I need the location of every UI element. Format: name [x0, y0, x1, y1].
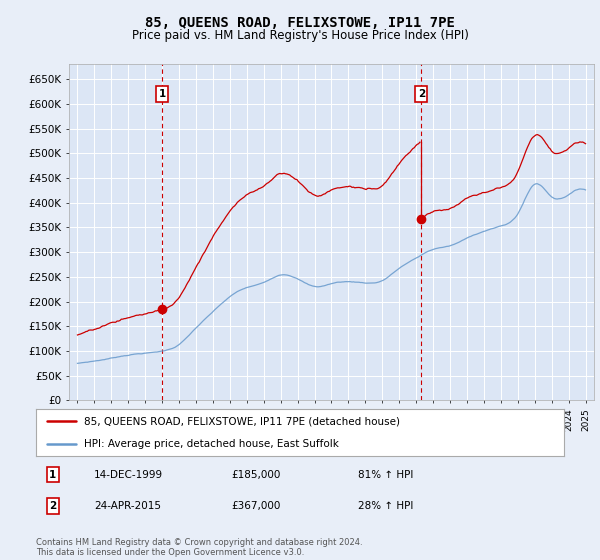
- Text: Price paid vs. HM Land Registry's House Price Index (HPI): Price paid vs. HM Land Registry's House …: [131, 29, 469, 42]
- Text: 14-DEC-1999: 14-DEC-1999: [94, 470, 163, 479]
- Text: Contains HM Land Registry data © Crown copyright and database right 2024.
This d: Contains HM Land Registry data © Crown c…: [36, 538, 362, 557]
- Text: 28% ↑ HPI: 28% ↑ HPI: [358, 501, 413, 511]
- Text: 85, QUEENS ROAD, FELIXSTOWE, IP11 7PE: 85, QUEENS ROAD, FELIXSTOWE, IP11 7PE: [145, 16, 455, 30]
- Text: £185,000: £185,000: [232, 470, 281, 479]
- Text: 85, QUEENS ROAD, FELIXSTOWE, IP11 7PE (detached house): 85, QUEENS ROAD, FELIXSTOWE, IP11 7PE (d…: [83, 416, 400, 426]
- Text: 2: 2: [418, 89, 425, 99]
- Text: £367,000: £367,000: [232, 501, 281, 511]
- Text: HPI: Average price, detached house, East Suffolk: HPI: Average price, detached house, East…: [83, 438, 338, 449]
- Text: 1: 1: [158, 89, 166, 99]
- Text: 24-APR-2015: 24-APR-2015: [94, 501, 161, 511]
- Text: 81% ↑ HPI: 81% ↑ HPI: [358, 470, 413, 479]
- Text: 1: 1: [49, 470, 56, 479]
- Text: 2: 2: [49, 501, 56, 511]
